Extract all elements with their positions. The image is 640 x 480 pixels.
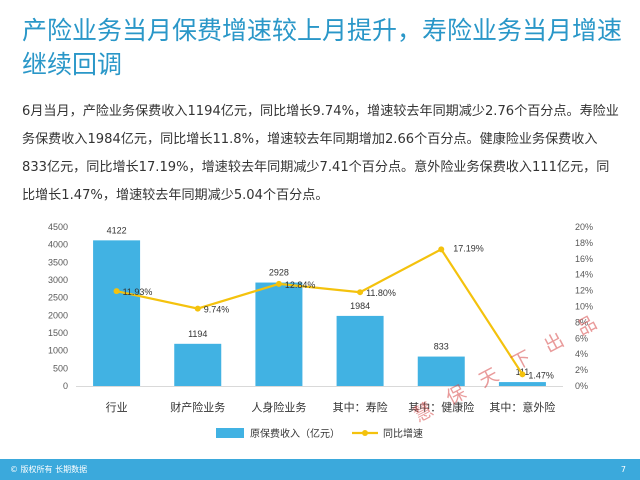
bar xyxy=(417,356,465,386)
y-left-tick-label: 4000 xyxy=(48,240,68,250)
line-value-label: 11.93% xyxy=(123,287,153,297)
line-point xyxy=(357,289,364,296)
line-point xyxy=(194,305,201,312)
y-left-tick-label: 0 xyxy=(63,381,68,391)
line-point xyxy=(113,288,120,295)
page-number: 7 xyxy=(620,465,626,474)
y-left-tick-label: 4500 xyxy=(48,222,68,232)
x-tick-label: 其中：寿险 xyxy=(333,400,388,414)
x-tick-label: 其中：意外险 xyxy=(489,400,555,414)
line-point xyxy=(438,246,445,253)
bar-value-label: 1194 xyxy=(188,329,207,339)
x-tick-label: 其中：健康险 xyxy=(408,400,474,414)
y-left-tick-label: 1500 xyxy=(48,328,68,338)
y-left-tick-label: 3000 xyxy=(48,275,68,285)
line-value-label: 17.19% xyxy=(453,243,484,253)
legend-label-line: 同比增速 xyxy=(383,427,423,440)
y-right-tick-label: 14% xyxy=(575,270,593,280)
line-value-label: 11.80% xyxy=(366,288,396,298)
line-value-label: 9.74% xyxy=(204,305,230,315)
y-right-tick-label: 16% xyxy=(575,254,593,264)
legend-swatch-bars xyxy=(216,428,244,438)
legend-marker-line xyxy=(362,430,368,436)
summary-paragraph: 6月当月，产险业务保费收入1194亿元，同比增长9.74%，增速较去年同期减少2… xyxy=(22,104,619,203)
bar xyxy=(498,382,546,386)
y-left-tick-label: 2500 xyxy=(48,293,68,303)
bar xyxy=(93,240,141,386)
y-right-tick-label: 4% xyxy=(575,349,588,359)
y-right-tick-label: 6% xyxy=(575,333,588,343)
y-left-tick-label: 1000 xyxy=(48,346,68,356)
x-tick-label: 财产险业务 xyxy=(170,400,225,414)
legend-label-bars: 原保费收入（亿元） xyxy=(250,427,340,440)
growth-line xyxy=(116,247,524,375)
footer-copyright: © 版权所有 长期数据 xyxy=(10,465,88,474)
y-left-tick-label: 500 xyxy=(53,363,68,373)
y-left-tick-label: 3500 xyxy=(48,257,68,267)
bar-value-label: 2928 xyxy=(269,268,289,278)
footer-bar: © 版权所有 长期数据 7 xyxy=(0,459,640,480)
bar-value-label: 4122 xyxy=(107,225,127,235)
combo-chart: 0 500 1000 1500 2000 2500 3000 3500 4000 4500 0% 2%… xyxy=(48,222,593,440)
bar-value-label: 833 xyxy=(434,342,449,352)
bar xyxy=(336,315,384,386)
x-tick-label: 人身险业务 xyxy=(251,400,306,414)
bar xyxy=(174,343,222,386)
bar-value-label: 1984 xyxy=(350,301,370,311)
x-tick-label: 行业 xyxy=(106,401,128,414)
y-right-tick-label: 8% xyxy=(575,317,588,327)
line-value-label: 12.84% xyxy=(285,280,316,290)
y-right-tick-label: 0% xyxy=(575,381,588,391)
page-title: 产险业务当月保费增速较上月提升，寿险业务当月增速继续回调 xyxy=(22,16,623,79)
y-right-tick-label: 10% xyxy=(575,302,593,312)
line-value-label: 1.47% xyxy=(528,370,554,380)
bar xyxy=(255,282,303,386)
y-right-tick-label: 18% xyxy=(575,238,593,248)
y-left-tick-label: 2000 xyxy=(48,310,68,320)
y-right-tick-label: 12% xyxy=(575,286,593,296)
line-point xyxy=(519,371,526,378)
y-right-tick-label: 2% xyxy=(575,365,588,375)
y-right-tick-label: 20% xyxy=(575,222,593,232)
line-point xyxy=(275,280,282,287)
